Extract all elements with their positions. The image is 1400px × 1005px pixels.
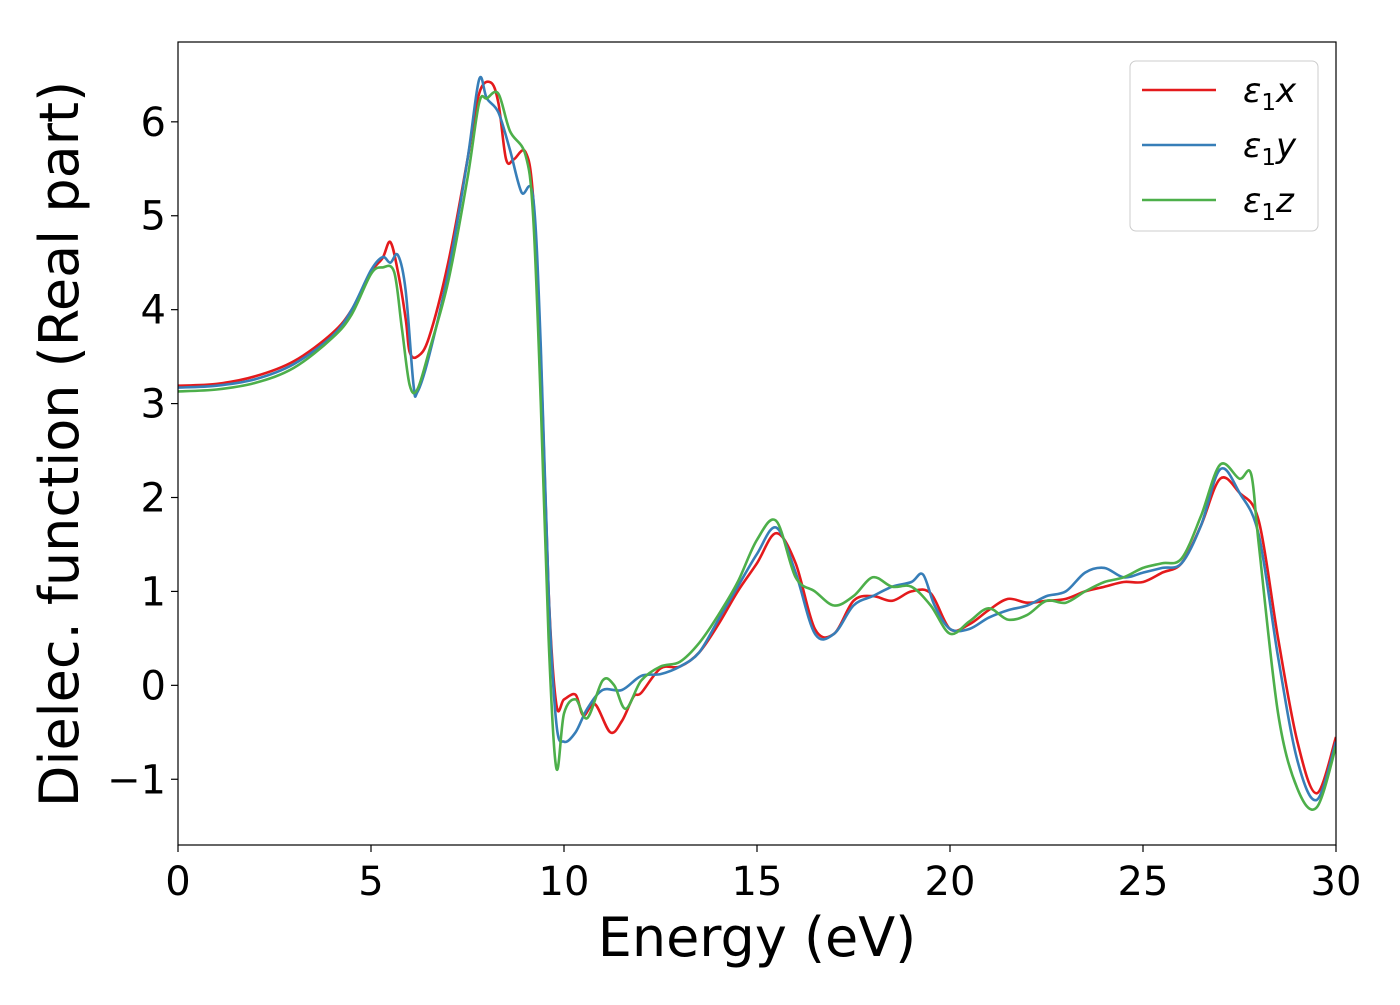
x-tick-label: 20 xyxy=(925,859,976,905)
legend-symbol: ε xyxy=(1243,181,1261,221)
legend-component: x xyxy=(1275,71,1297,111)
legend-component: y xyxy=(1275,126,1297,166)
series-line-1 xyxy=(178,80,1336,795)
y-tick-label: −1 xyxy=(107,757,166,803)
x-tick-label: 0 xyxy=(165,859,190,905)
legend-subscript: 1 xyxy=(1261,90,1276,116)
legend-symbol: ε xyxy=(1243,126,1261,166)
y-tick-label: 0 xyxy=(141,663,166,709)
y-tick-label: 2 xyxy=(141,476,166,522)
y-axis: −1 0 1 2 3 4 5 6 xyxy=(107,100,178,803)
y-tick-label: 4 xyxy=(141,288,166,334)
legend-subscript: 1 xyxy=(1261,200,1276,226)
x-tick-label: 5 xyxy=(358,859,383,905)
y-tick-label: 3 xyxy=(141,382,166,428)
legend-symbol: ε xyxy=(1243,71,1261,111)
y-axis-label: Dielec. function (Real part) xyxy=(28,81,91,807)
y-tick-label: 1 xyxy=(141,569,166,615)
series-line-3 xyxy=(178,90,1336,811)
series-layer xyxy=(178,75,1336,811)
x-axis-label: Energy (eV) xyxy=(598,906,917,969)
legend-subscript: 1 xyxy=(1261,145,1276,171)
x-tick-label: 25 xyxy=(1118,859,1169,905)
y-tick-label: 5 xyxy=(141,194,166,240)
legend-component: z xyxy=(1275,181,1295,221)
x-tick-label: 10 xyxy=(539,859,590,905)
legend-label-2: ε1y xyxy=(1243,126,1297,171)
x-tick-label: 30 xyxy=(1311,859,1362,905)
legend-box xyxy=(1129,60,1319,232)
legend-label-1: ε1x xyxy=(1243,71,1297,116)
legend-label-3: ε1z xyxy=(1243,181,1295,226)
y-tick-label: 6 xyxy=(141,100,166,146)
x-tick-label: 15 xyxy=(732,859,783,905)
x-axis: 0 5 10 15 20 25 30 xyxy=(165,845,1361,905)
